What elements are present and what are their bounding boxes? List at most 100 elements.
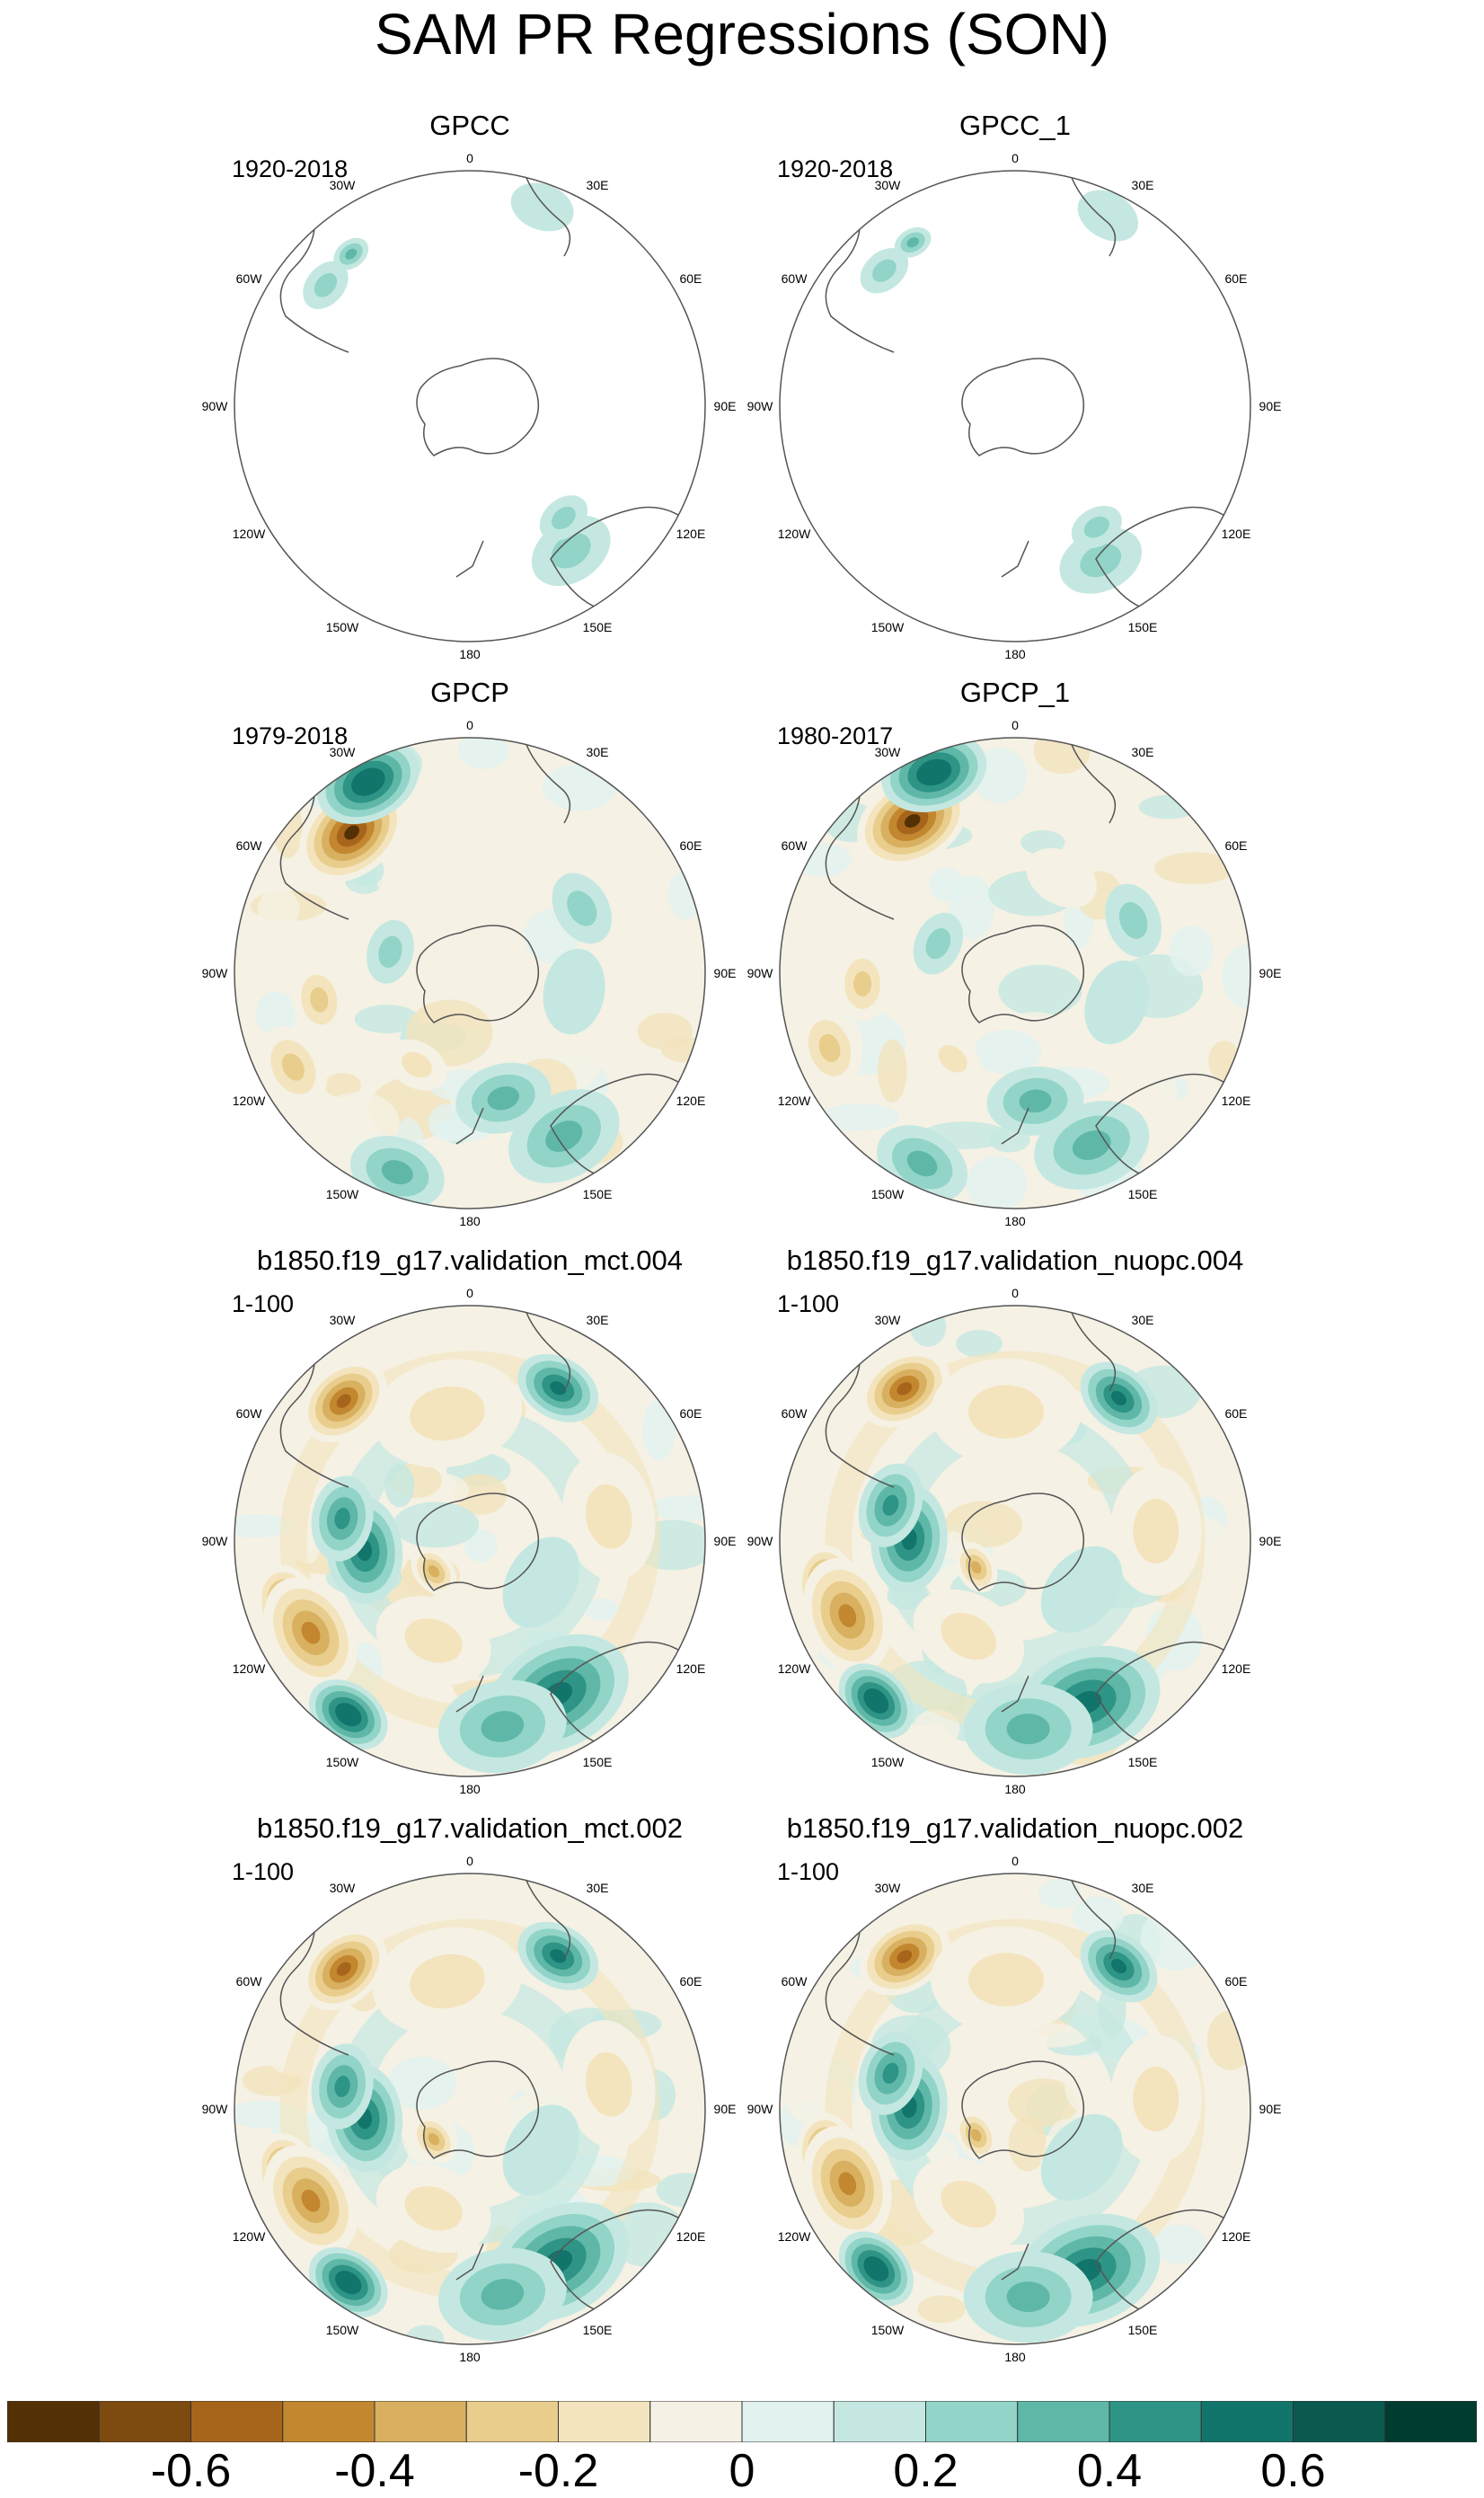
longitude-label: 30W	[330, 1881, 357, 1895]
colorbar-swatch	[282, 2400, 375, 2443]
map-panel: 0 30E 60E 90E 120E 150E 180 150W 120W 90W 60W 30W GP…	[202, 110, 737, 661]
map-border	[234, 737, 706, 1209]
contour-patch	[1118, 902, 1148, 939]
longitude-label: 150W	[326, 2323, 359, 2337]
longitude-label: 60W	[782, 838, 808, 853]
longitude-label: 120W	[233, 2229, 266, 2244]
contour-patch	[457, 1874, 510, 1900]
colorbar-swatch	[649, 2400, 743, 2443]
contour-patch	[404, 1618, 463, 1663]
longitude-label: 120W	[778, 527, 811, 541]
contour-patch	[1006, 1714, 1050, 1745]
contour-patch	[944, 1501, 1023, 1548]
colorbar-tick-label: 0.4	[1076, 2445, 1143, 2497]
south-america-coastline	[279, 1906, 349, 2056]
contour-patch	[1040, 1546, 1123, 1634]
longitude-label: 30W	[875, 745, 902, 759]
contour-patch	[967, 1953, 1044, 2007]
contour-patch	[334, 1508, 350, 1529]
africa-coastline	[523, 1306, 571, 1392]
contour-patch	[1072, 1896, 1125, 1936]
longitude-label: 180	[459, 647, 481, 661]
longitude-label: 60W	[782, 1406, 808, 1421]
new-zealand-coastline	[1001, 1675, 1029, 1713]
contour-patch	[998, 964, 1082, 1017]
contour-patch	[910, 1307, 947, 1347]
contour-patch	[1033, 738, 1091, 775]
contour-patch	[878, 1039, 907, 1103]
longitude-label: 180	[459, 1782, 481, 1796]
contour-patch	[551, 533, 591, 569]
longitude-label: 0	[466, 1854, 473, 1868]
south-america-coastline	[279, 1338, 349, 1488]
contour-patch	[354, 1005, 420, 1033]
contour-patch	[882, 1494, 899, 1516]
africa-coastline	[523, 171, 571, 257]
longitude-label: 60E	[679, 838, 702, 853]
contour-patch	[897, 1382, 913, 1395]
antarctica-coastline	[961, 1493, 1084, 1591]
panel-title: GPCP_1	[960, 677, 1070, 708]
contour-patch	[1133, 1499, 1179, 1564]
contour-patch	[1019, 1089, 1052, 1113]
contour-patch	[1083, 516, 1109, 538]
contour-patch	[301, 1621, 321, 1644]
contour-patch	[970, 1561, 982, 1574]
contour-patch	[941, 1612, 997, 1661]
longitude-label: 120E	[1222, 1094, 1251, 1108]
panel-title: b1850.f19_g17.validation_mct.004	[257, 1245, 683, 1276]
colorbar-swatch	[833, 2400, 926, 2443]
contour-patch	[341, 2276, 356, 2289]
map-border	[234, 170, 706, 642]
contour-patch	[550, 1949, 567, 1963]
longitude-label: 30E	[1132, 745, 1154, 759]
longitude-label: 180	[1004, 2350, 1026, 2364]
longitude-label: 150W	[871, 2323, 905, 2337]
longitude-label: 60E	[1224, 1974, 1247, 1989]
longitude-label: 30W	[875, 178, 902, 192]
longitude-label: 120E	[1222, 1661, 1251, 1676]
longitude-label: 90W	[202, 1534, 229, 1548]
contour-patch	[838, 1604, 857, 1627]
longitude-label: 0	[466, 718, 473, 732]
longitude-label: 60E	[679, 1974, 702, 1989]
contour-patch	[872, 259, 897, 282]
contour-patch	[1110, 1958, 1127, 1974]
africa-coastline	[523, 738, 571, 824]
contour-patch	[1026, 847, 1097, 908]
contour-patch	[545, 1121, 583, 1152]
map-border	[234, 1873, 706, 2345]
contour-patch	[405, 2325, 445, 2344]
contour-patch	[410, 1386, 485, 1441]
contour-patch	[882, 2062, 899, 2084]
contour-patch	[966, 1156, 1028, 1209]
contour-patch	[1169, 926, 1214, 977]
longitude-label: 150W	[871, 1187, 905, 1201]
longitude-label: 90W	[202, 966, 229, 980]
contour-patch	[336, 1394, 351, 1408]
longitude-label: 150E	[583, 620, 613, 634]
contour-patch	[402, 1051, 432, 1078]
contour-patch	[924, 766, 943, 779]
colorbar-tick-label: -0.2	[517, 2445, 599, 2497]
contour-patch	[314, 272, 338, 297]
antarctica-coastline	[416, 1493, 539, 1591]
new-zealand-coastline	[455, 2243, 484, 2281]
longitude-label: 90W	[202, 2102, 229, 2116]
longitude-label: 90E	[1259, 966, 1282, 980]
contour-patch	[642, 1398, 676, 1461]
longitude-label: 90E	[1259, 399, 1282, 413]
map-panel: 0 30E 60E 90E 120E 150E 180 150W 120W 90W 60W 30W b1…	[747, 1245, 1282, 1796]
panel-title: GPCP	[430, 677, 509, 708]
longitude-label: 150E	[583, 1755, 613, 1769]
contour-patch	[428, 1564, 440, 1578]
panel-period: 1-100	[777, 1858, 839, 1885]
contour-patch	[585, 1484, 632, 1549]
longitude-label: 0	[1011, 718, 1019, 732]
longitude-label: 60W	[236, 1974, 263, 1989]
map-panel: 0 30E 60E 90E 120E 150E 180 150W 120W 90W 60W 30W GP…	[202, 677, 737, 1228]
contour-patch	[1008, 2078, 1079, 2128]
contour-patch	[974, 1030, 1042, 1075]
contour-patch	[301, 2189, 321, 2212]
longitude-label: 30W	[330, 178, 357, 192]
